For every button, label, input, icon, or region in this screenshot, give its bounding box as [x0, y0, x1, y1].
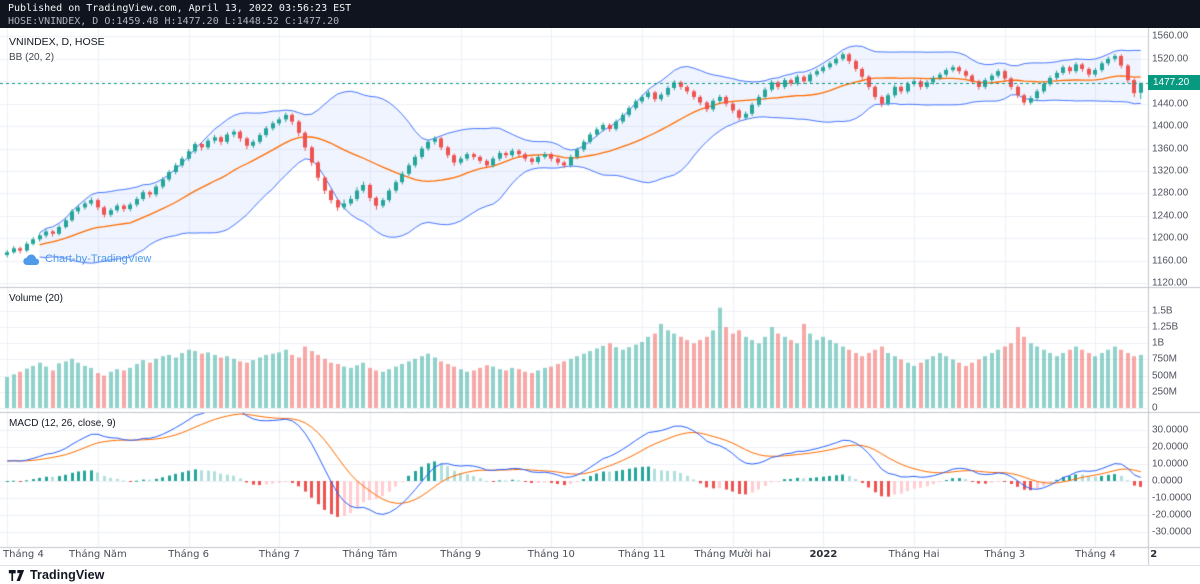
price-tick-label: 1160.00 [1152, 255, 1188, 267]
price-tick-label: 1560.00 [1152, 30, 1189, 42]
time-scale[interactable]: Tháng 4 Tháng Năm Tháng 6 Tháng 7 Tháng Tám T… [0, 547, 1200, 565]
macd-tick-label: -10.0000 [1152, 492, 1192, 504]
price-tick-label: 1400.00 [1152, 120, 1189, 132]
volume-indicator-legend[interactable]: Volume (20) [9, 293, 63, 304]
time-axis-label: Tháng Hai [888, 549, 940, 560]
time-axis-label: 2022 [809, 549, 838, 560]
time-axis-label: Tháng 7 [258, 549, 300, 560]
last-price-badge: 1477.20 [1148, 75, 1200, 91]
time-axis-label: Tháng 3 [984, 549, 1026, 560]
volume-tick-label: 500M [1152, 370, 1178, 382]
volume-tick-label: 0 [1152, 402, 1158, 414]
published-line: Published on TradingView.com, April 13, … [8, 3, 352, 14]
macd-tick-label: -20.0000 [1152, 509, 1192, 521]
macd-indicator-legend[interactable]: MACD (12, 26, close, 9) [9, 418, 116, 429]
time-axis-label: Tháng Năm [69, 549, 127, 560]
price-pane-legend: VNINDEX, D, HOSE BB (20, 2) [9, 35, 105, 65]
time-axis-label: Tháng Mười hai [694, 549, 772, 560]
time-axis-label: 2 [1150, 549, 1158, 560]
bb-indicator-legend[interactable]: BB (20, 2) [9, 52, 55, 63]
footer-bar: TradingView [0, 565, 1200, 584]
time-axis-label: Tháng 9 [440, 549, 482, 560]
macd-tick-label: 10.0000 [1152, 458, 1189, 470]
price-tick-label: 1120.00 [1152, 277, 1188, 289]
volume-tick-label: 1.25B [1152, 321, 1179, 333]
macd-tick-label: -30.0000 [1152, 526, 1192, 538]
volume-tick-label: 750M [1152, 353, 1178, 365]
price-tick-label: 1200.00 [1152, 232, 1189, 244]
time-axis-label: Tháng 11 [618, 549, 666, 560]
chart-watermark-link[interactable]: Chart-by-TradingView [22, 252, 151, 266]
price-tick-label: 1320.00 [1152, 165, 1189, 177]
macd-tick-label: 0.0000 [1152, 475, 1183, 487]
watermark-text: Chart-by-TradingView [45, 253, 152, 265]
time-axis-label: Tháng Tám [342, 549, 398, 560]
price-tick-label: 1280.00 [1152, 187, 1189, 199]
macd-tick-label: 30.0000 [1152, 424, 1189, 436]
symbol-ohlc-line: HOSE:VNINDEX, D O:1459.48 H:1477.20 L:14… [8, 16, 340, 27]
volume-tick-label: 250M [1152, 386, 1178, 398]
price-tick-label: 1520.00 [1152, 53, 1189, 65]
tradingview-logo-icon[interactable] [8, 569, 25, 582]
time-axis-label: Tháng 6 [168, 549, 209, 560]
symbol-legend[interactable]: VNINDEX, D, HOSE [9, 36, 105, 48]
right-price-scale[interactable]: 1560.00 1520.00 1440.00 1400.00 1360.00 1320.… [1152, 0, 1198, 565]
time-axis-label: Tháng 4 [3, 549, 44, 560]
macd-tick-label: 20.0000 [1152, 441, 1189, 453]
header-bar: Published on TradingView.com, April 13, … [0, 0, 1200, 28]
volume-tick-label: 1.5B [1152, 305, 1173, 317]
price-tick-label: 1240.00 [1152, 210, 1189, 222]
time-axis-label: Tháng 4 [1075, 549, 1116, 560]
footer-brand[interactable]: TradingView [30, 568, 105, 582]
cloud-icon [23, 254, 40, 266]
price-tick-label: 1360.00 [1152, 143, 1189, 155]
time-axis-label: Tháng 10 [527, 549, 575, 560]
volume-tick-label: 1B [1152, 337, 1165, 349]
price-tick-label: 1440.00 [1152, 98, 1189, 110]
